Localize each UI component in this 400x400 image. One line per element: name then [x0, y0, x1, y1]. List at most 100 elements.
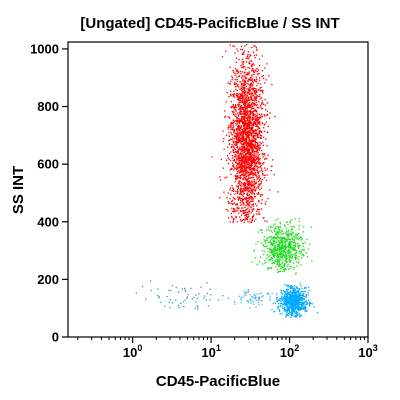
data-point: [230, 131, 232, 133]
data-point: [272, 250, 274, 252]
data-point: [284, 297, 286, 300]
data-point: [273, 254, 276, 256]
data-point: [256, 208, 259, 211]
data-point: [258, 211, 260, 213]
data-point: [291, 219, 293, 221]
data-point: [244, 217, 247, 219]
data-point: [271, 245, 274, 247]
data-point: [228, 126, 230, 128]
data-point: [239, 119, 242, 121]
data-point: [269, 295, 271, 298]
data-point: [262, 162, 264, 164]
data-point: [245, 179, 248, 182]
data-point: [228, 152, 231, 155]
data-point: [247, 186, 249, 189]
data-point: [246, 100, 249, 102]
data-point: [237, 191, 239, 193]
data-point: [251, 97, 253, 100]
data-point: [250, 107, 252, 109]
data-point: [251, 200, 253, 202]
data-point: [255, 218, 257, 220]
data-point: [256, 205, 258, 207]
data-point: [281, 230, 283, 233]
data-point: [296, 296, 298, 298]
data-point: [235, 124, 237, 126]
data-point: [240, 120, 242, 122]
data-point: [241, 117, 243, 119]
data-point: [281, 296, 283, 299]
data-point: [185, 290, 187, 293]
data-point: [269, 259, 271, 262]
data-point: [236, 48, 238, 50]
data-point: [251, 126, 253, 128]
data-point: [237, 157, 240, 159]
data-point: [241, 167, 243, 169]
data-point: [290, 305, 292, 307]
data-point: [243, 112, 245, 115]
data-point: [248, 210, 250, 213]
data-point: [235, 216, 237, 218]
data-point: [298, 232, 300, 235]
data-point: [244, 206, 246, 208]
data-point: [236, 221, 238, 223]
data-point: [253, 123, 255, 125]
data-point: [248, 105, 250, 107]
data-point: [236, 70, 238, 73]
data-point: [288, 308, 291, 310]
data-point: [254, 88, 257, 90]
data-point: [177, 304, 179, 306]
data-point: [249, 79, 251, 81]
data-point: [266, 220, 268, 223]
data-point: [294, 249, 297, 251]
data-point: [263, 161, 265, 164]
data-point: [245, 135, 247, 137]
data-point: [254, 132, 257, 134]
data-point: [245, 160, 247, 162]
data-point: [243, 114, 246, 116]
data-point: [307, 299, 309, 302]
data-point: [273, 224, 275, 226]
data-point: [241, 94, 243, 96]
data-point: [250, 92, 252, 95]
data-point: [274, 247, 276, 249]
data-point: [177, 291, 180, 293]
data-point: [246, 217, 248, 219]
data-point: [256, 136, 258, 138]
data-point: [303, 254, 305, 256]
data-point: [237, 150, 239, 152]
data-point: [232, 119, 234, 121]
data-point: [238, 71, 240, 74]
data-point: [289, 255, 291, 258]
data-point: [246, 55, 248, 57]
data-point: [240, 110, 242, 112]
data-point: [223, 138, 225, 140]
data-point: [288, 313, 290, 315]
data-point: [267, 237, 269, 239]
data-point: [247, 111, 249, 113]
data-point: [198, 293, 200, 295]
data-point: [291, 308, 293, 310]
data-point: [234, 96, 236, 98]
x-tick-label: 102: [280, 343, 299, 360]
data-point: [229, 193, 232, 195]
data-point: [230, 93, 232, 95]
data-point: [255, 144, 257, 147]
data-point: [160, 301, 162, 303]
data-point: [237, 186, 239, 188]
data-point: [258, 149, 260, 151]
data-point: [268, 256, 270, 258]
data-point: [271, 238, 273, 240]
data-point: [277, 303, 280, 305]
data-point: [287, 246, 289, 248]
data-point: [290, 292, 293, 294]
data-point: [232, 113, 235, 116]
data-point: [254, 113, 256, 115]
data-point: [232, 71, 235, 73]
data-point: [245, 147, 247, 149]
data-point: [296, 300, 298, 303]
data-point: [276, 238, 278, 240]
data-point: [241, 96, 244, 98]
data-point: [297, 305, 300, 308]
data-point: [245, 182, 247, 184]
data-point: [180, 302, 182, 304]
